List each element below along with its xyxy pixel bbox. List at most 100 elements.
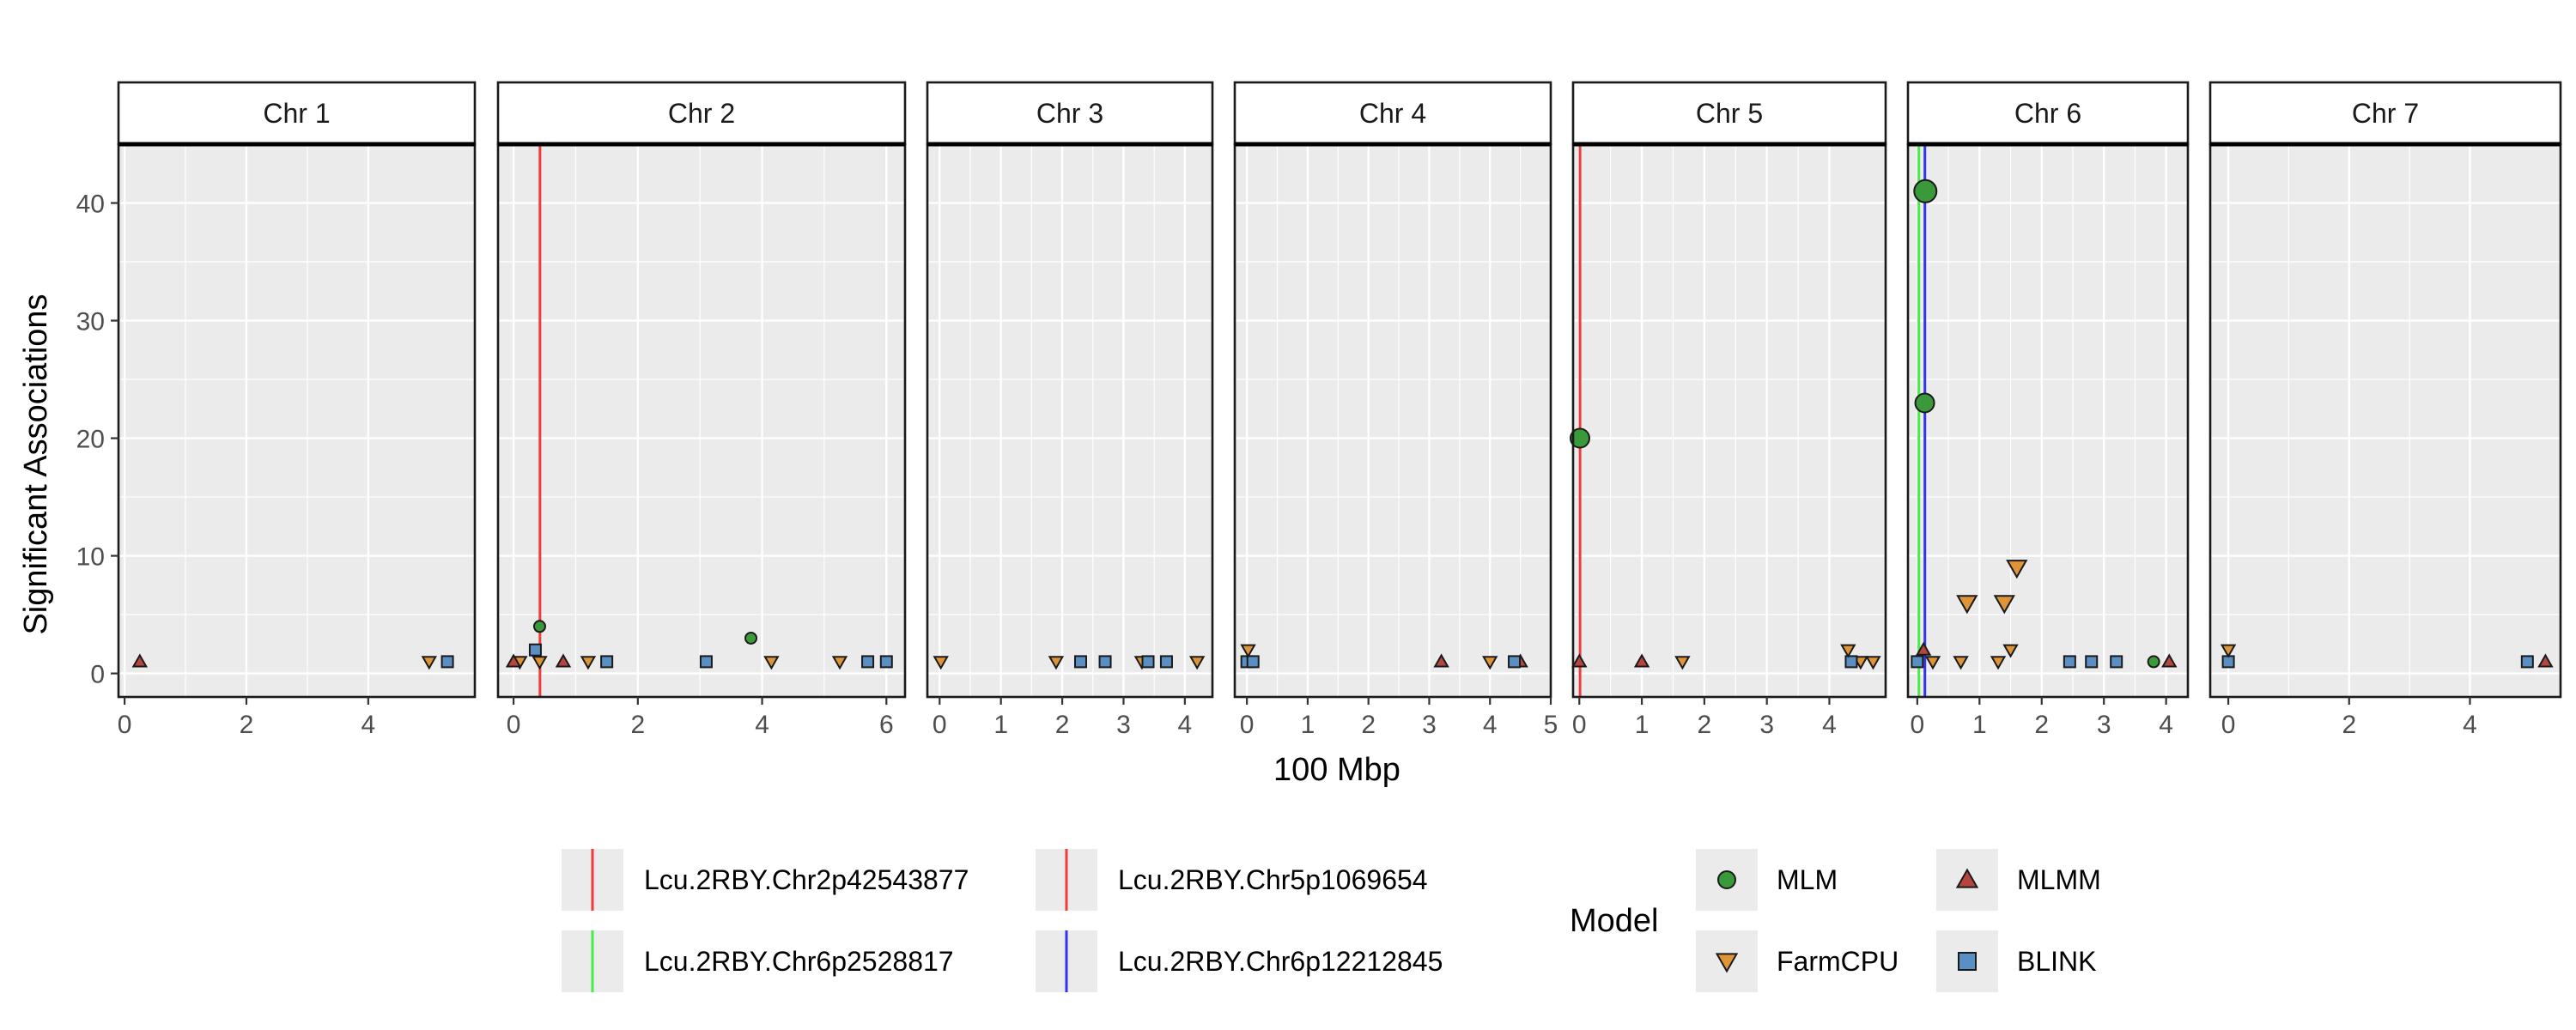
- x-tick-label: 3: [1422, 711, 1437, 739]
- x-tick-label: 4: [1483, 711, 1498, 739]
- point-blink: [2110, 655, 2123, 669]
- panel-background: [1908, 144, 2188, 697]
- point-blink: [879, 655, 893, 669]
- point-farmcpu: [1924, 656, 1941, 670]
- strip-label: Chr 3: [1036, 98, 1103, 129]
- legend-marker-mlm: [1717, 870, 1736, 889]
- point-farmcpu: [831, 656, 848, 670]
- point-farmcpu: [1482, 656, 1498, 670]
- point-blink: [528, 643, 542, 657]
- x-tick-label: 1: [1635, 711, 1649, 739]
- x-tick-label: 0: [1911, 711, 1925, 739]
- point-blink: [2063, 655, 2076, 669]
- legend-label: Lcu.2RBY.Chr5p1069654: [1118, 864, 1428, 895]
- panel-chr-7: Chr 7 0 2 4: [2208, 81, 2562, 739]
- y-axis: 0 10 20 30 40: [76, 191, 118, 689]
- point-blink: [1844, 655, 1858, 669]
- point-mlm: [1913, 179, 1938, 203]
- point-mlmm: [1633, 653, 1650, 668]
- x-tick-label: 0: [1240, 711, 1255, 739]
- x-tick-label: 2: [630, 711, 645, 739]
- x-tick-label: 4: [1822, 711, 1837, 739]
- point-farmcpu: [2220, 644, 2237, 658]
- point-blink: [2520, 655, 2534, 669]
- legend-item-lcu-2rby-chr6p12212845: Lcu.2RBY.Chr6p12212845: [1036, 930, 1443, 992]
- point-mlmm: [131, 653, 149, 668]
- x-tick-label: 4: [1178, 711, 1193, 739]
- point-blink: [2085, 655, 2099, 669]
- strip-label: Chr 5: [1696, 98, 1763, 129]
- point-blink: [600, 655, 614, 669]
- point-farmcpu: [1993, 595, 2015, 615]
- legend-marker-blink: [1958, 952, 1977, 971]
- point-blink: [1911, 655, 1924, 669]
- legend: Lcu.2RBY.Chr2p42543877 Lcu.2RBY.Chr5p1069…: [562, 849, 2101, 992]
- legend-marker-mlmm: [1955, 868, 1979, 888]
- panel-background: [1573, 144, 1886, 697]
- point-blink: [1073, 655, 1087, 669]
- legend-item-blink: BLINK: [1936, 930, 2096, 992]
- point-blink: [699, 655, 713, 669]
- panel-chr-3: Chr 3 0 1 2 3 4: [926, 81, 1214, 739]
- x-tick-label: 1: [993, 711, 1008, 739]
- legend-marker-farmcpu: [1715, 953, 1739, 973]
- x-tick-label: 2: [240, 711, 254, 739]
- panel-chr-5: Chr 5 0 1 2 3 4: [1570, 81, 1887, 739]
- strip-background: [1571, 81, 1887, 146]
- legend-item-mlm: MLM: [1696, 849, 1838, 911]
- point-mlmm: [2161, 653, 2178, 668]
- point-farmcpu: [933, 656, 949, 670]
- x-tick-label: 2: [1055, 711, 1070, 739]
- x-tick-label: 0: [118, 711, 132, 739]
- strip-background: [1906, 81, 2190, 146]
- panel-chr-4: Chr 4 0 1 2 3 4 5: [1233, 81, 1558, 739]
- point-farmcpu: [1953, 656, 1969, 670]
- legend-label: MLMM: [2017, 864, 2101, 895]
- x-tick-label: 3: [1759, 711, 1774, 739]
- point-mlm: [1914, 392, 1935, 414]
- point-farmcpu: [580, 656, 597, 670]
- x-tick-label: 4: [2463, 711, 2477, 739]
- panel-background: [1235, 144, 1551, 697]
- x-tick-label: 1: [1972, 711, 1987, 739]
- x-tick-label: 3: [1116, 711, 1131, 739]
- legend-label: Lcu.2RBY.Chr6p2528817: [644, 946, 954, 977]
- point-farmcpu: [1048, 656, 1065, 670]
- point-farmcpu: [2002, 644, 2019, 658]
- point-farmcpu: [1990, 656, 2007, 670]
- legend-label: MLM: [1777, 864, 1838, 895]
- point-farmcpu: [1240, 644, 1256, 658]
- x-axis-title: 100 Mbp: [1273, 752, 1400, 788]
- point-blink: [1141, 655, 1155, 669]
- y-tick-label: 20: [76, 426, 105, 454]
- point-farmcpu: [532, 656, 548, 670]
- y-tick-label: 30: [76, 308, 105, 336]
- x-tick-label: 6: [879, 711, 894, 739]
- x-tick-label: 4: [2159, 711, 2173, 739]
- panel-background: [498, 144, 905, 697]
- point-farmcpu: [1865, 656, 1881, 670]
- x-tick-label: 4: [755, 711, 769, 739]
- x-tick-label: 0: [2221, 711, 2236, 739]
- strip-background: [1233, 81, 1552, 146]
- strip-background: [117, 81, 477, 146]
- point-farmcpu: [763, 656, 780, 670]
- legend-item-mlmm: MLMM: [1936, 849, 2101, 911]
- point-mlmm: [1915, 641, 1932, 656]
- point-blink: [440, 655, 454, 669]
- x-tick-label: 2: [2342, 711, 2356, 739]
- point-mlmm: [555, 653, 572, 668]
- panel-background: [2210, 144, 2561, 697]
- point-farmcpu: [1188, 656, 1206, 670]
- legend-item-lcu-2rby-chr6p2528817: Lcu.2RBY.Chr6p2528817: [562, 930, 954, 992]
- point-farmcpu: [421, 656, 437, 670]
- panel-background: [118, 144, 475, 697]
- point-farmcpu: [1840, 644, 1856, 658]
- panel-chr-1: Chr 1 0 2 4: [117, 81, 477, 739]
- point-farmcpu: [2006, 560, 2028, 579]
- panel-chr-6: Chr 6 0 1 2 3 4: [1906, 81, 2190, 739]
- point-mlmm: [505, 653, 522, 668]
- x-tick-label: 0: [1572, 711, 1587, 739]
